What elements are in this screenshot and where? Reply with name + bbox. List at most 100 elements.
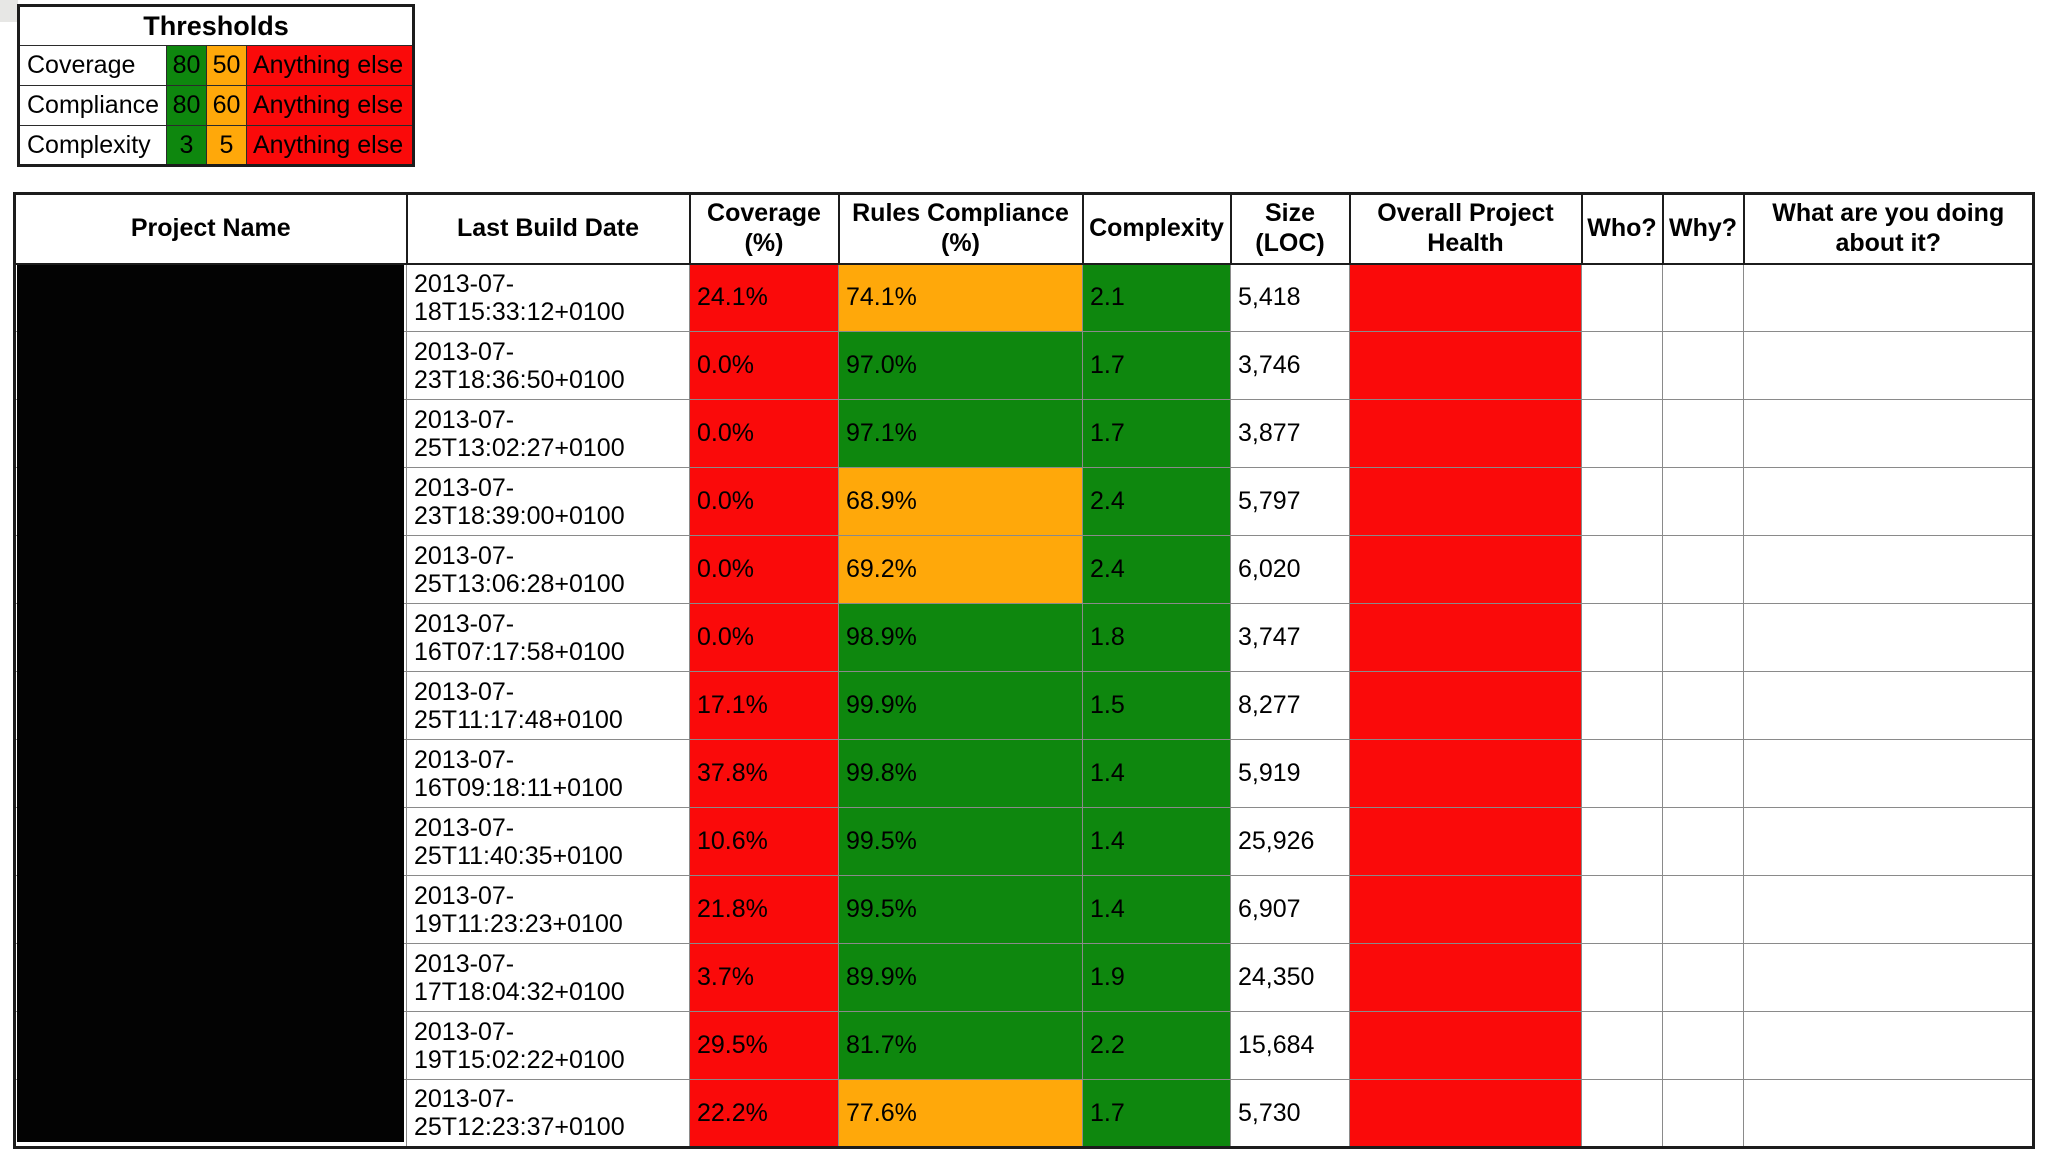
who-cell: [1581, 1079, 1663, 1148]
action-cell: [1743, 399, 2034, 468]
action-cell: [1743, 263, 2034, 332]
why-cell: [1662, 739, 1744, 808]
why-cell: [1662, 1079, 1744, 1148]
action-cell: [1743, 1079, 2034, 1148]
who-cell: [1581, 671, 1663, 740]
action-cell: [1743, 467, 2034, 536]
compliance-cell: 98.9%: [838, 603, 1083, 672]
overall-health-cell: [1349, 399, 1582, 468]
threshold-orange-value: 50: [206, 45, 247, 86]
who-cell: [1581, 467, 1663, 536]
overall-health-cell: [1349, 1079, 1582, 1148]
threshold-else-label: Anything else: [246, 125, 414, 166]
last-build-date-cell: 2013-07-23T18:36:50+0100: [406, 331, 690, 400]
coverage-cell: 17.1%: [689, 671, 839, 740]
why-cell: [1662, 399, 1744, 468]
size-loc-cell: 3,747: [1230, 603, 1350, 672]
size-loc-cell: 5,797: [1230, 467, 1350, 536]
last-build-date-cell: 2013-07-19T15:02:22+0100: [406, 1011, 690, 1080]
complexity-cell: 2.4: [1082, 467, 1231, 536]
who-cell: [1581, 1011, 1663, 1080]
complexity-cell: 1.4: [1082, 807, 1231, 876]
why-cell: [1662, 263, 1744, 332]
threshold-metric-label: Complexity: [18, 125, 167, 166]
overall-health-cell: [1349, 467, 1582, 536]
size-loc-cell: 3,877: [1230, 399, 1350, 468]
why-cell: [1662, 535, 1744, 604]
why-cell: [1662, 603, 1744, 672]
last-build-date-cell: 2013-07-23T18:39:00+0100: [406, 467, 690, 536]
overall-health-cell: [1349, 535, 1582, 604]
threshold-metric-label: Coverage: [18, 45, 167, 86]
who-cell: [1581, 263, 1663, 332]
size-loc-cell: 6,907: [1230, 875, 1350, 944]
size-loc-cell: 15,684: [1230, 1011, 1350, 1080]
action-cell: [1743, 875, 2034, 944]
overall-health-cell: [1349, 603, 1582, 672]
compliance-cell: 97.1%: [838, 399, 1083, 468]
col-header-why: Why?: [1661, 192, 1745, 265]
action-cell: [1743, 739, 2034, 808]
size-loc-cell: 24,350: [1230, 943, 1350, 1012]
complexity-cell: 1.7: [1082, 1079, 1231, 1148]
complexity-cell: 2.1: [1082, 263, 1231, 332]
threshold-else-label: Anything else: [246, 45, 414, 86]
complexity-cell: 2.4: [1082, 535, 1231, 604]
complexity-cell: 1.8: [1082, 603, 1231, 672]
who-cell: [1581, 535, 1663, 604]
action-cell: [1743, 331, 2034, 400]
compliance-cell: 68.9%: [838, 467, 1083, 536]
table-row: 2013-07-25T11:17:48+0100 17.1% 99.9% 1.5…: [14, 671, 2034, 740]
complexity-cell: 1.4: [1082, 875, 1231, 944]
threshold-row-compliance: Compliance 80 60 Anything else: [18, 85, 414, 126]
thresholds-legend-table: Thresholds Coverage 80 50 Anything else …: [17, 4, 415, 167]
col-header-last-build-date: Last Build Date: [405, 192, 691, 265]
thresholds-title: Thresholds: [18, 5, 414, 46]
compliance-cell: 74.1%: [838, 263, 1083, 332]
size-loc-cell: 5,730: [1230, 1079, 1350, 1148]
last-build-date-cell: 2013-07-19T11:23:23+0100: [406, 875, 690, 944]
threshold-else-label: Anything else: [246, 85, 414, 126]
threshold-row-coverage: Coverage 80 50 Anything else: [18, 45, 414, 86]
last-build-date-cell: 2013-07-25T13:02:27+0100: [406, 399, 690, 468]
who-cell: [1581, 399, 1663, 468]
coverage-cell: 0.0%: [689, 535, 839, 604]
compliance-cell: 99.9%: [838, 671, 1083, 740]
overall-health-cell: [1349, 807, 1582, 876]
coverage-cell: 29.5%: [689, 1011, 839, 1080]
coverage-cell: 3.7%: [689, 943, 839, 1012]
col-header-rules-compliance: Rules Compliance (%): [837, 192, 1084, 265]
compliance-cell: 99.5%: [838, 807, 1083, 876]
size-loc-cell: 5,919: [1230, 739, 1350, 808]
why-cell: [1662, 875, 1744, 944]
complexity-cell: 1.9: [1082, 943, 1231, 1012]
overall-health-cell: [1349, 875, 1582, 944]
who-cell: [1581, 943, 1663, 1012]
action-cell: [1743, 807, 2034, 876]
coverage-cell: 22.2%: [689, 1079, 839, 1148]
coverage-cell: 21.8%: [689, 875, 839, 944]
size-loc-cell: 3,746: [1230, 331, 1350, 400]
last-build-date-cell: 2013-07-16T09:18:11+0100: [406, 739, 690, 808]
last-build-date-cell: 2013-07-25T11:17:48+0100: [406, 671, 690, 740]
threshold-green-value: 80: [166, 85, 207, 126]
size-loc-cell: 8,277: [1230, 671, 1350, 740]
action-cell: [1743, 671, 2034, 740]
size-loc-cell: 6,020: [1230, 535, 1350, 604]
coverage-cell: 37.8%: [689, 739, 839, 808]
col-header-coverage: Coverage (%): [688, 192, 840, 265]
overall-health-cell: [1349, 1011, 1582, 1080]
last-build-date-cell: 2013-07-18T15:33:12+0100: [406, 263, 690, 332]
who-cell: [1581, 331, 1663, 400]
compliance-cell: 69.2%: [838, 535, 1083, 604]
coverage-cell: 0.0%: [689, 603, 839, 672]
redacted-project-names: [17, 265, 404, 1142]
why-cell: [1662, 1011, 1744, 1080]
who-cell: [1581, 875, 1663, 944]
action-cell: [1743, 943, 2034, 1012]
size-loc-cell: 25,926: [1230, 807, 1350, 876]
coverage-cell: 10.6%: [689, 807, 839, 876]
coverage-cell: 0.0%: [689, 399, 839, 468]
thresholds-body: Coverage 80 50 Anything else Compliance …: [18, 45, 414, 166]
compliance-cell: 77.6%: [838, 1079, 1083, 1148]
